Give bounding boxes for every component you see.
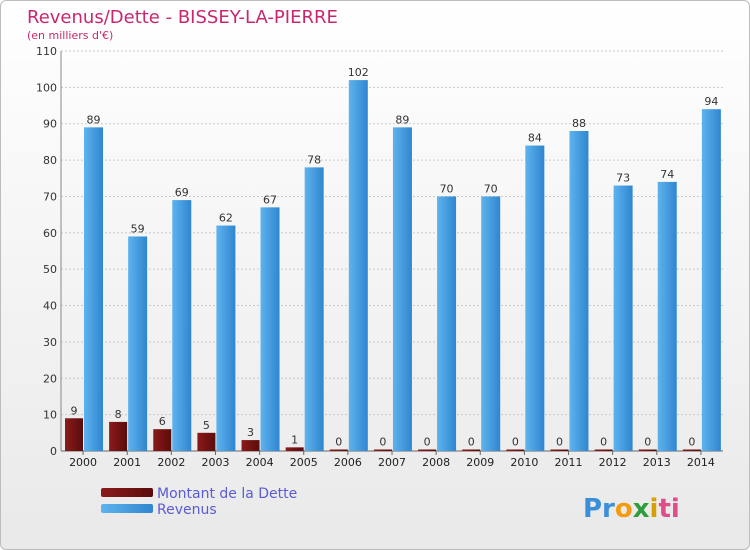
x-tick-label: 2014 xyxy=(687,456,715,469)
y-tick-label: 60 xyxy=(43,227,57,240)
bar-dette-2012 xyxy=(594,449,613,451)
data-label-dette-2006: 0 xyxy=(335,436,342,449)
bar-revenus-2008 xyxy=(437,196,457,451)
y-tick-label: 20 xyxy=(43,372,57,385)
data-label-dette-2013: 0 xyxy=(644,436,651,449)
x-tick-label: 2013 xyxy=(643,456,671,469)
data-label-revenus-2005: 78 xyxy=(307,153,321,166)
legend-swatch-dette xyxy=(101,488,153,497)
bar-revenus-2011 xyxy=(569,131,589,451)
data-label-dette-2005: 1 xyxy=(291,433,298,446)
data-label-dette-2004: 3 xyxy=(247,426,254,439)
data-label-dette-2011: 0 xyxy=(556,436,563,449)
bar-dette-2003 xyxy=(197,432,216,451)
legend-label-dette: Montant de la Dette xyxy=(157,486,297,502)
data-label-dette-2002: 6 xyxy=(159,415,166,428)
x-tick-label: 2012 xyxy=(599,456,627,469)
data-label-revenus-2000: 89 xyxy=(87,113,101,126)
y-tick-label: 80 xyxy=(43,154,57,167)
x-tick-label: 2001 xyxy=(113,456,141,469)
bar-dette-2000 xyxy=(65,418,83,451)
data-label-dette-2010: 0 xyxy=(512,436,519,449)
data-label-dette-2009: 0 xyxy=(468,436,475,449)
x-tick-label: 2010 xyxy=(510,456,538,469)
bar-dette-2006 xyxy=(329,449,348,451)
bar-dette-2001 xyxy=(109,421,128,451)
y-tick-label: 30 xyxy=(43,336,57,349)
data-label-revenus-2001: 59 xyxy=(131,222,145,235)
x-tick-label: 2007 xyxy=(378,456,406,469)
bar-dette-2008 xyxy=(418,449,437,451)
data-label-dette-2000: 9 xyxy=(71,404,78,417)
bar-revenus-2010 xyxy=(525,145,545,451)
bar-dette-2010 xyxy=(506,449,525,451)
data-label-revenus-2008: 70 xyxy=(440,182,454,195)
data-label-dette-2001: 8 xyxy=(115,408,122,421)
bar-dette-2004 xyxy=(241,440,260,451)
bar-revenus-2000 xyxy=(84,127,103,451)
data-label-dette-2003: 5 xyxy=(203,419,210,432)
y-tick-label: 100 xyxy=(36,81,57,94)
legend-label-revenus: Revenus xyxy=(157,502,217,518)
bar-revenus-2007 xyxy=(392,127,412,451)
x-tick-label: 2004 xyxy=(246,456,274,469)
bar-dette-2007 xyxy=(373,449,392,451)
data-label-dette-2007: 0 xyxy=(379,436,386,449)
bar-revenus-2013 xyxy=(657,181,677,451)
legend-swatch-revenus xyxy=(101,504,153,513)
x-tick-label: 2002 xyxy=(157,456,185,469)
bar-revenus-2012 xyxy=(613,185,633,451)
x-tick-label: 2003 xyxy=(201,456,229,469)
data-label-dette-2012: 0 xyxy=(600,436,607,449)
bar-revenus-2003 xyxy=(216,225,236,451)
data-label-dette-2014: 0 xyxy=(688,436,695,449)
data-label-revenus-2004: 67 xyxy=(263,193,277,206)
bar-dette-2005 xyxy=(285,447,304,451)
bar-dette-2002 xyxy=(153,429,172,451)
data-label-revenus-2012: 73 xyxy=(616,172,630,185)
bar-revenus-2014 xyxy=(701,109,721,451)
x-tick-label: 2011 xyxy=(555,456,583,469)
x-tick-label: 2008 xyxy=(422,456,450,469)
x-tick-label: 2006 xyxy=(334,456,362,469)
bar-dette-2009 xyxy=(462,449,481,451)
data-label-revenus-2006: 102 xyxy=(348,66,369,79)
y-tick-label: 0 xyxy=(50,445,57,458)
x-tick-label: 2005 xyxy=(290,456,318,469)
data-label-revenus-2011: 88 xyxy=(572,117,586,130)
y-tick-label: 90 xyxy=(43,118,57,131)
bar-revenus-2009 xyxy=(481,196,501,451)
y-tick-label: 10 xyxy=(43,409,57,422)
data-label-revenus-2014: 94 xyxy=(704,95,718,108)
data-label-revenus-2002: 69 xyxy=(175,186,189,199)
data-label-dette-2008: 0 xyxy=(424,436,431,449)
bar-revenus-2002 xyxy=(172,200,192,451)
y-tick-label: 40 xyxy=(43,300,57,313)
chart-title: Revenus/Dette - BISSEY-LA-PIERRE xyxy=(27,7,338,28)
y-tick-label: 50 xyxy=(43,263,57,276)
proxiti-logo: Proxiti xyxy=(583,494,680,524)
data-label-revenus-2010: 84 xyxy=(528,132,542,145)
bar-revenus-2005 xyxy=(304,167,324,451)
chart-subtitle: (en milliers d'€) xyxy=(27,29,113,42)
bar-dette-2014 xyxy=(682,449,701,451)
y-tick-label: 110 xyxy=(36,45,57,58)
y-tick-label: 70 xyxy=(43,190,57,203)
bar-revenus-2001 xyxy=(128,236,148,451)
bar-revenus-2004 xyxy=(260,207,280,451)
data-label-revenus-2007: 89 xyxy=(395,113,409,126)
data-label-revenus-2013: 74 xyxy=(660,168,674,181)
bar-revenus-2006 xyxy=(348,80,368,451)
x-tick-label: 2000 xyxy=(69,456,97,469)
bar-dette-2011 xyxy=(550,449,569,451)
data-label-revenus-2009: 70 xyxy=(484,182,498,195)
data-label-revenus-2003: 62 xyxy=(219,212,233,225)
bar-dette-2013 xyxy=(638,449,657,451)
x-tick-label: 2009 xyxy=(466,456,494,469)
